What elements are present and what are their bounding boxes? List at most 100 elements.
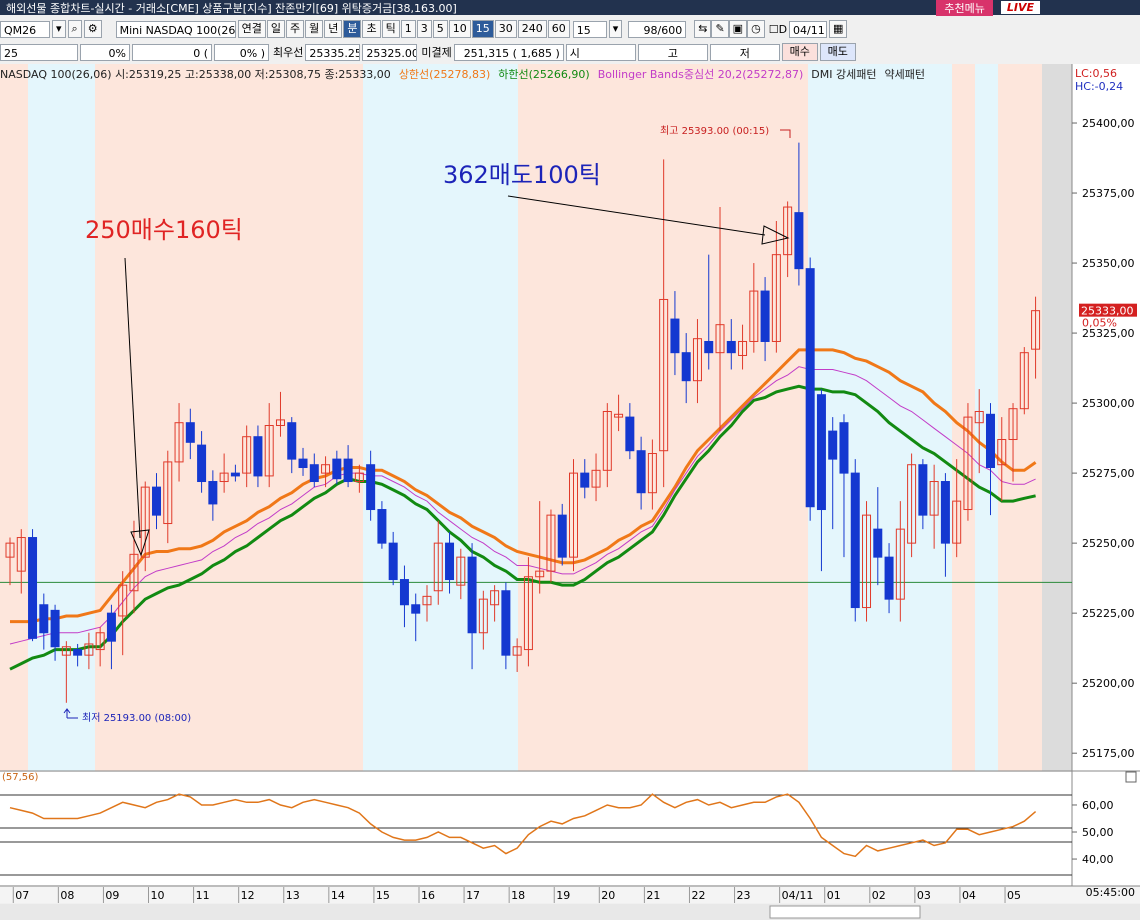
code-input[interactable]: QM26 bbox=[0, 20, 50, 38]
x-tick-label: 07 bbox=[15, 889, 29, 902]
x-tick-label: 09 bbox=[105, 889, 119, 902]
candle-body bbox=[354, 472, 364, 483]
period-button[interactable]: 3 bbox=[416, 20, 432, 38]
candle-body bbox=[399, 579, 409, 606]
period-button[interactable]: 주 bbox=[285, 20, 305, 38]
annotation: 최고 25393.00 (00:15) bbox=[660, 125, 769, 137]
period-button[interactable]: 10 bbox=[448, 20, 471, 38]
period-button[interactable]: 30 bbox=[494, 20, 517, 38]
date-input[interactable]: 04/11 bbox=[789, 20, 828, 38]
candle-body bbox=[895, 528, 905, 600]
x-tick-label: 16 bbox=[421, 889, 435, 902]
settings-button[interactable]: ⚙ bbox=[83, 20, 102, 38]
candle-body bbox=[298, 458, 308, 469]
candle-body bbox=[591, 469, 601, 488]
period-button[interactable]: 년 bbox=[324, 20, 343, 38]
period-button[interactable]: 일 bbox=[266, 20, 285, 38]
date-check[interactable]: ☐ bbox=[768, 22, 779, 36]
osc-label: (57,56) bbox=[2, 772, 39, 783]
candle-body bbox=[208, 481, 218, 505]
product-name: Mini NASDAQ 100(26.0 bbox=[115, 20, 236, 38]
x-tick-label: 05 bbox=[1007, 889, 1021, 902]
candle-body bbox=[884, 556, 894, 600]
x-tick-label: 14 bbox=[331, 889, 345, 902]
candle-body bbox=[659, 298, 669, 452]
candle-body bbox=[467, 556, 477, 634]
candle-body bbox=[918, 464, 928, 516]
period-button[interactable]: 분 bbox=[343, 20, 362, 38]
period-button[interactable]: 월 bbox=[305, 20, 324, 38]
candle-body bbox=[5, 542, 15, 558]
y-tick-label: 25325,00 bbox=[1082, 327, 1135, 340]
period-input[interactable]: 15 bbox=[572, 20, 607, 38]
candle-body bbox=[907, 464, 917, 544]
candle-body bbox=[185, 422, 195, 443]
period-button[interactable]: 연결 bbox=[237, 20, 266, 38]
tool-button[interactable]: ▣ bbox=[728, 20, 748, 38]
band-line bbox=[10, 348, 1037, 624]
x-tick-label: 02 bbox=[872, 889, 886, 902]
candle-body bbox=[16, 537, 26, 572]
buy-button[interactable]: 매수 bbox=[781, 43, 818, 61]
candle-body bbox=[704, 340, 714, 354]
candle-body bbox=[1019, 352, 1029, 410]
x-tick-label: 12 bbox=[241, 889, 255, 902]
x-tick-label: 04/11 bbox=[782, 889, 814, 902]
candle-body bbox=[377, 509, 387, 544]
x-tick-label: 18 bbox=[511, 889, 525, 902]
panel-close[interactable] bbox=[1125, 771, 1137, 783]
candle-body bbox=[738, 340, 748, 356]
candle-body bbox=[140, 486, 150, 558]
sell-button[interactable]: 매도 bbox=[819, 43, 856, 61]
period-button[interactable]: 15 bbox=[471, 20, 494, 38]
period-button[interactable]: 240 bbox=[517, 20, 547, 38]
candle-body bbox=[174, 422, 184, 463]
candle-body bbox=[84, 643, 94, 656]
last-price-box bbox=[1079, 303, 1137, 317]
candle-body bbox=[230, 472, 240, 477]
tool-button[interactable]: ◷ bbox=[747, 20, 765, 38]
candle-body bbox=[433, 542, 443, 592]
candle-body bbox=[794, 212, 804, 270]
candle-body bbox=[242, 436, 252, 474]
candle-body bbox=[321, 464, 331, 474]
session-bg bbox=[28, 64, 95, 771]
quote-price: 25 bbox=[0, 43, 78, 61]
candle-body bbox=[343, 458, 353, 483]
session-bg bbox=[363, 64, 518, 771]
period-button[interactable]: 1 bbox=[400, 20, 416, 38]
x-tick-label: 01 bbox=[827, 889, 841, 902]
candle-body bbox=[952, 500, 962, 544]
candle-body bbox=[557, 514, 567, 558]
candle-body bbox=[478, 598, 488, 634]
period-button[interactable]: 60 bbox=[547, 20, 570, 38]
legend-header: NASDAQ 100(26,06) 시:25319,25 고:25338,00 … bbox=[0, 68, 391, 81]
menu-button[interactable]: 추천메뉴 bbox=[936, 0, 993, 16]
search-button[interactable]: ⌕ bbox=[67, 20, 82, 38]
quote-change: 0% bbox=[80, 43, 130, 61]
y-tick-label: 25400,00 bbox=[1082, 117, 1135, 130]
period-button[interactable]: 틱 bbox=[381, 20, 400, 38]
candle-body bbox=[816, 394, 826, 511]
candle-body bbox=[940, 481, 950, 544]
scroll-controls[interactable] bbox=[769, 905, 921, 919]
period-button[interactable]: 초 bbox=[362, 20, 381, 38]
live-badge[interactable]: LIVE bbox=[1000, 1, 1040, 14]
tool-button[interactable]: ✎ bbox=[711, 20, 729, 38]
high-marker bbox=[780, 129, 791, 138]
calendar-button[interactable]: ▦ bbox=[829, 20, 848, 38]
candle-body bbox=[929, 481, 939, 516]
tool-button[interactable]: ⇆ bbox=[694, 20, 712, 38]
candle-body bbox=[602, 410, 612, 471]
candle-body bbox=[614, 413, 624, 418]
candle-body bbox=[411, 604, 421, 614]
candle-body bbox=[264, 425, 274, 477]
period-dropdown[interactable]: ▾ bbox=[608, 20, 623, 38]
y-tick-label: 25275,00 bbox=[1082, 467, 1135, 480]
code-dropdown[interactable]: ▾ bbox=[52, 20, 66, 38]
count-input[interactable]: 98/600 bbox=[628, 20, 687, 38]
x-tick-label: 17 bbox=[466, 889, 480, 902]
period-button[interactable]: 5 bbox=[432, 20, 448, 38]
candle-body bbox=[309, 464, 319, 483]
